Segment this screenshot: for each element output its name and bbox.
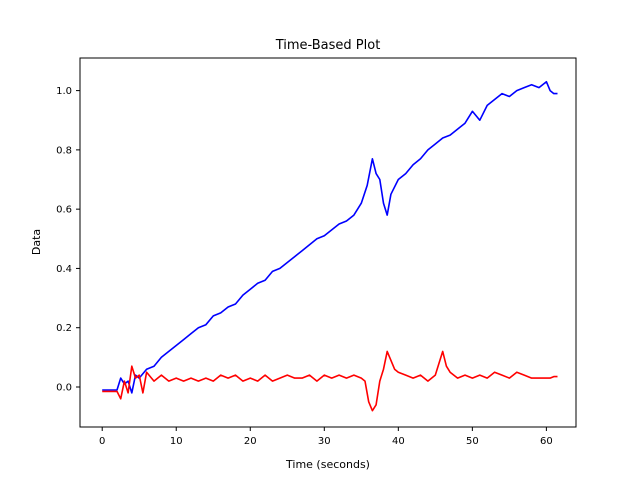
x-axis: 0 10 20 30 40 50 60: [99, 427, 553, 447]
x-tick-label: 20: [244, 436, 257, 447]
chart-title: Time-Based Plot: [275, 38, 381, 53]
y-axis: 0.0 0.2 0.4 0.6 0.8 1.0: [56, 86, 80, 393]
y-axis-label: Data: [30, 229, 43, 255]
x-tick-label: 50: [466, 436, 479, 447]
plot-frame: [79, 57, 577, 428]
y-tick-label: 0.0: [56, 382, 72, 393]
x-tick-label: 60: [540, 436, 553, 447]
x-tick-label: 10: [170, 436, 183, 447]
series-line-1: [102, 80, 558, 394]
y-tick-label: 0.2: [56, 323, 72, 334]
y-tick-label: 0.4: [56, 264, 72, 275]
x-axis-label: Time (seconds): [285, 458, 370, 471]
y-tick-label: 1.0: [56, 86, 72, 97]
x-tick-label: 0: [99, 436, 105, 447]
y-tick-label: 0.8: [56, 145, 72, 156]
y-tick-label: 0.6: [56, 205, 72, 216]
series-line-2: [102, 350, 558, 412]
x-tick-label: 30: [318, 436, 331, 447]
x-tick-label: 40: [392, 436, 405, 447]
